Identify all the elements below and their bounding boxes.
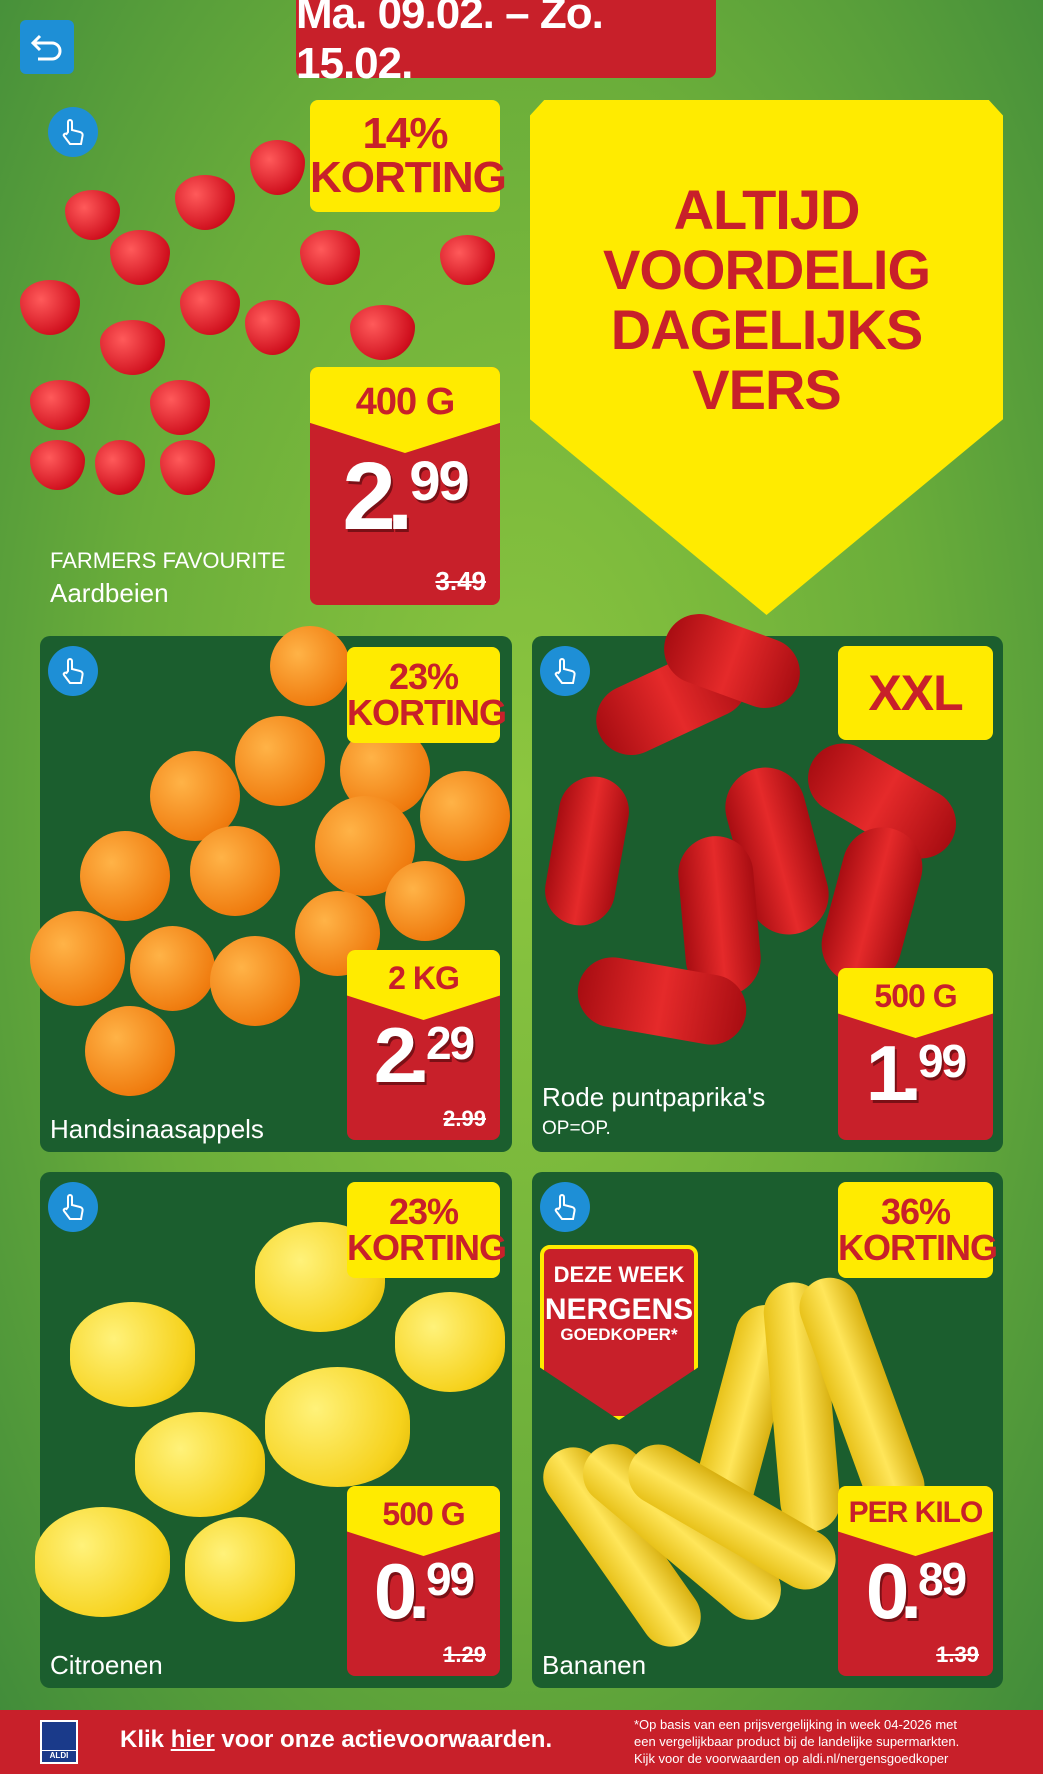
price-tag: 500 G 1. 99	[838, 968, 993, 1140]
product-name: Aardbeien	[50, 578, 169, 608]
price-tag: PER KILO 0. 89 1.39	[838, 1486, 993, 1676]
old-price: 2.99	[443, 1106, 486, 1131]
product-card-peppers[interactable]: XXL 500 G 1. 99 Rode puntpaprika's OP=OP.	[532, 604, 1003, 1152]
product-name: Bananen	[542, 1650, 647, 1680]
back-button[interactable]	[20, 20, 74, 74]
disclaimer: *Op basis van een prijsvergelijking in w…	[634, 1717, 960, 1766]
old-price: 1.29	[443, 1642, 486, 1667]
product-card-bananas[interactable]: 36% KORTING PER KILO 0. 89 1.39 Bananen	[531, 1172, 1003, 1688]
date-banner: Ma. 09.02. – Zo. 15.02.	[296, 0, 716, 88]
discount-tag: 14% KORTING	[310, 100, 507, 212]
product-name: Citroenen	[50, 1650, 163, 1680]
availability-note: OP=OP.	[542, 1118, 611, 1139]
back-arrow-icon	[30, 34, 62, 61]
discount-tag: 36% KORTING	[838, 1182, 998, 1278]
price-tag: 400 G 2. 99 3.49	[310, 367, 500, 605]
hero-slogan: ALTIJD VOORDELIG DAGELIJKS VERS	[602, 178, 931, 421]
hand-pointer-icon[interactable]	[48, 646, 98, 696]
price-tag: 2 KG 2. 29 2.99	[347, 950, 500, 1140]
price-tag: 500 G 0. 99 1.29	[347, 1486, 500, 1676]
product-name: Handsinaasappels	[50, 1114, 264, 1144]
terms-link[interactable]: hier	[170, 1726, 215, 1753]
footer: ALDI Klik hier voor onze actievoorwaarde…	[0, 1710, 1043, 1774]
hand-pointer-icon[interactable]	[540, 646, 590, 696]
hand-pointer-icon[interactable]	[540, 1182, 590, 1232]
discount-tag: 23% KORTING	[347, 1182, 507, 1278]
old-price: 3.49	[435, 566, 486, 596]
xxl-tag: XXL	[838, 646, 993, 740]
discount-tag: 23% KORTING	[347, 647, 507, 743]
brand-name: FARMERS FAVOURITE	[50, 548, 286, 573]
hand-pointer-icon[interactable]	[48, 1182, 98, 1232]
aldi-logo: ALDI	[40, 1720, 78, 1764]
hand-pointer-icon[interactable]	[48, 107, 98, 157]
product-name: Rode puntpaprika's	[542, 1082, 766, 1112]
old-price: 1.39	[936, 1642, 979, 1667]
terms-text: Klik hier voor onze actievoorwaarden.	[120, 1726, 553, 1753]
product-card-lemons[interactable]: 23% KORTING 500 G 0. 99 1.29 Citroenen	[35, 1172, 512, 1688]
product-card-oranges[interactable]: 23% KORTING 2 KG 2. 29 2.99 Handsinaasappe…	[30, 626, 512, 1152]
